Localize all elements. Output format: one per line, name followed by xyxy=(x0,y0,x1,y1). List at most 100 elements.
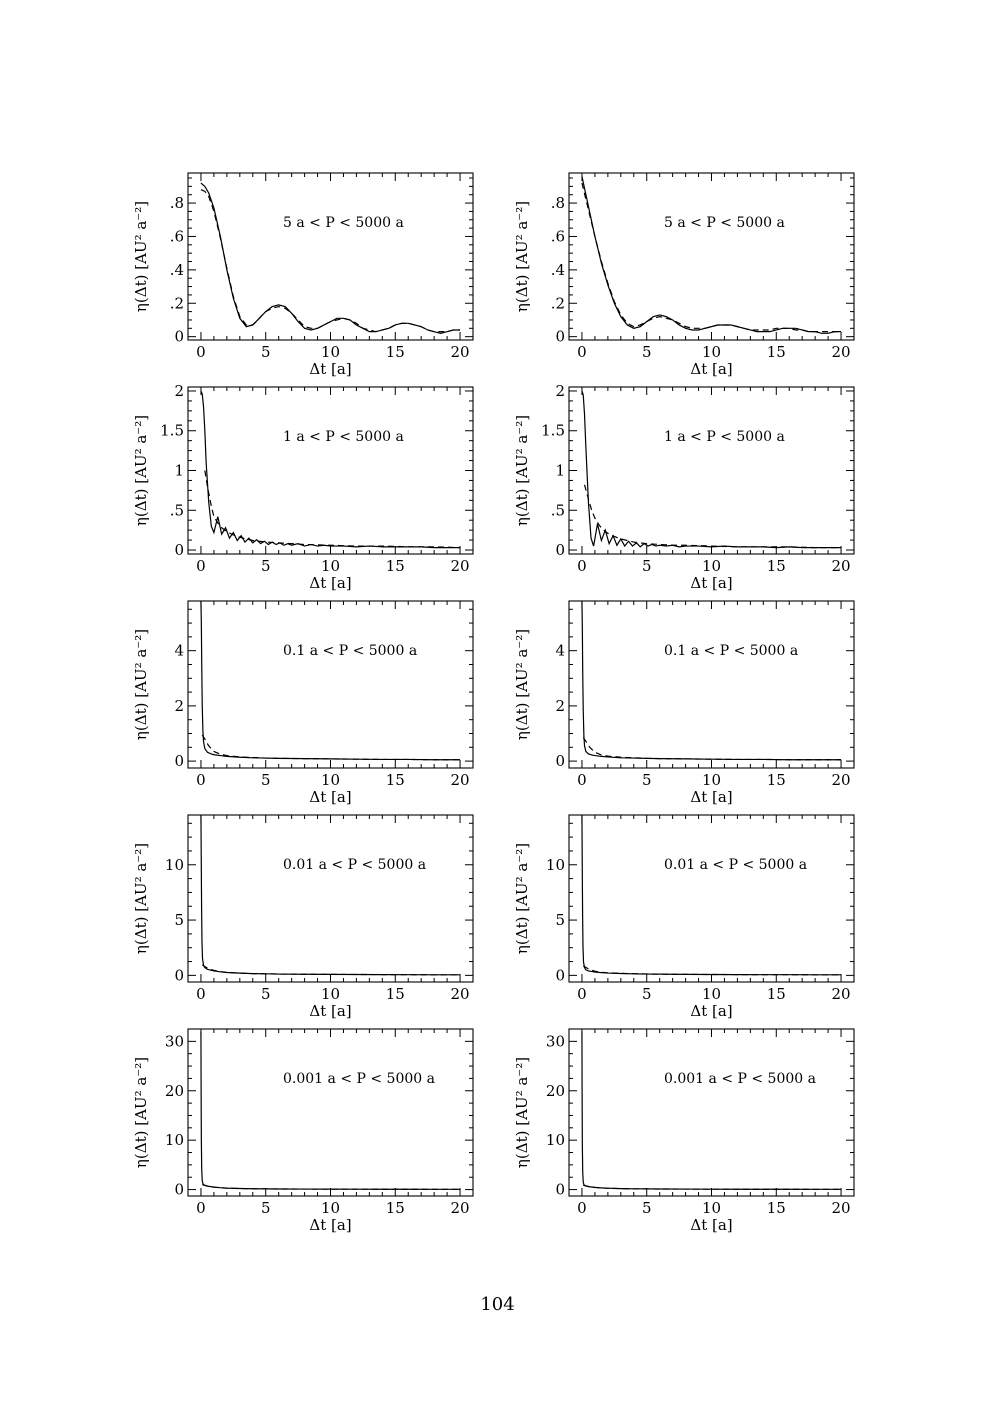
page-number: 104 xyxy=(480,1294,515,1315)
x-tick-label: 15 xyxy=(767,1199,786,1217)
x-axis-label: Δt [a] xyxy=(690,1002,732,1020)
y-tick-label: 10 xyxy=(546,1131,565,1149)
x-tick-label: 0 xyxy=(577,557,587,575)
x-tick-label: 10 xyxy=(702,1199,721,1217)
y-tick-label: 1.5 xyxy=(541,422,565,440)
x-tick-label: 15 xyxy=(386,1199,405,1217)
x-tick-label: 0 xyxy=(196,771,206,789)
y-tick-label: 0 xyxy=(555,752,565,770)
y-tick-label: 1 xyxy=(555,462,565,480)
x-tick-label: 0 xyxy=(196,343,206,361)
y-tick-label: .8 xyxy=(551,194,565,212)
chart-panel: 0 5 10 15 20 0 2 4 Δt [a] η(Δt) [AU² a⁻²] 0.1 a < … xyxy=(132,600,474,806)
y-axis-label: η(Δt) [AU² a⁻²] xyxy=(132,415,150,526)
solid-series-line xyxy=(200,815,461,976)
y-tick-label: .2 xyxy=(551,294,565,312)
y-tick-label: .6 xyxy=(551,227,565,245)
y-tick-label: 30 xyxy=(165,1032,184,1050)
y-axis-label: η(Δt) [AU² a⁻²] xyxy=(132,201,150,312)
period-range-label: 0.001 a < P < 5000 a xyxy=(283,1071,435,1087)
x-tick-label: 10 xyxy=(321,1199,340,1217)
y-tick-label: 30 xyxy=(546,1032,565,1050)
solid-series-line xyxy=(581,815,842,976)
plot-frame xyxy=(187,386,474,555)
dashed-series-line xyxy=(581,182,842,333)
x-tick-label: 10 xyxy=(702,557,721,575)
x-tick-label: 5 xyxy=(642,343,652,361)
y-axis-label: η(Δt) [AU² a⁻²] xyxy=(513,843,531,954)
y-tick-label: 1 xyxy=(174,462,184,480)
solid-series-line xyxy=(581,601,842,761)
y-tick-label: 10 xyxy=(546,856,565,874)
x-tick-label: 5 xyxy=(261,1199,271,1217)
y-tick-label: .2 xyxy=(170,294,184,312)
x-tick-label: 10 xyxy=(321,557,340,575)
y-tick-label: 10 xyxy=(165,856,184,874)
x-tick-label: 10 xyxy=(321,771,340,789)
x-tick-label: 15 xyxy=(386,343,405,361)
period-range-label: 1 a < P < 5000 a xyxy=(283,429,404,445)
x-tick-label: 0 xyxy=(196,557,206,575)
dashed-series-line xyxy=(204,470,461,549)
x-tick-label: 5 xyxy=(642,557,652,575)
y-tick-label: 10 xyxy=(165,1131,184,1149)
y-tick-label: 2 xyxy=(174,382,184,400)
plot-frame xyxy=(187,1028,474,1197)
plot-frame xyxy=(187,814,474,983)
period-range-label: 5 a < P < 5000 a xyxy=(283,215,404,231)
dashed-series-line xyxy=(582,737,842,761)
period-range-label: 0.01 a < P < 5000 a xyxy=(283,857,426,873)
x-tick-label: 20 xyxy=(450,343,469,361)
period-range-label: 5 a < P < 5000 a xyxy=(664,215,785,231)
x-tick-label: 0 xyxy=(577,343,587,361)
x-tick-label: 10 xyxy=(702,343,721,361)
x-tick-label: 20 xyxy=(831,771,850,789)
y-tick-label: 0 xyxy=(174,1181,184,1199)
y-axis-label: η(Δt) [AU² a⁻²] xyxy=(513,1057,531,1168)
y-tick-label: 20 xyxy=(165,1082,184,1100)
y-axis-label: η(Δt) [AU² a⁻²] xyxy=(513,415,531,526)
plot-frame xyxy=(187,172,474,341)
x-axis-label: Δt [a] xyxy=(309,574,351,592)
x-tick-label: 5 xyxy=(261,985,271,1003)
period-range-label: 0.01 a < P < 5000 a xyxy=(664,857,807,873)
y-tick-label: .4 xyxy=(551,261,565,279)
x-tick-label: 10 xyxy=(321,343,340,361)
y-tick-label: 0 xyxy=(174,752,184,770)
dashed-series-line xyxy=(583,484,842,549)
y-axis-label: η(Δt) [AU² a⁻²] xyxy=(513,201,531,312)
x-tick-label: 0 xyxy=(577,1199,587,1217)
y-tick-label: .5 xyxy=(551,501,565,519)
y-tick-label: 5 xyxy=(555,911,565,929)
y-tick-label: .6 xyxy=(170,227,184,245)
x-tick-label: 5 xyxy=(642,1199,652,1217)
solid-series-line xyxy=(581,176,842,334)
x-tick-label: 10 xyxy=(702,771,721,789)
x-tick-label: 15 xyxy=(767,343,786,361)
solid-series-line xyxy=(581,390,842,549)
x-tick-label: 10 xyxy=(321,985,340,1003)
solid-series-line xyxy=(581,1031,842,1190)
chart-panel: 0 5 10 15 20 0 .2 .4 .6 .8 Δt [a] η(Δt) [AU² a⁻²] 5 … xyxy=(132,172,474,378)
x-tick-label: 0 xyxy=(196,1199,206,1217)
x-tick-label: 5 xyxy=(642,771,652,789)
solid-series-line xyxy=(200,601,461,761)
y-tick-label: 20 xyxy=(546,1082,565,1100)
x-tick-label: 5 xyxy=(642,985,652,1003)
x-tick-label: 0 xyxy=(577,771,587,789)
y-tick-label: 5 xyxy=(174,911,184,929)
plot-frame xyxy=(568,172,855,341)
y-tick-label: 0 xyxy=(174,328,184,346)
x-tick-label: 20 xyxy=(831,1199,850,1217)
chart-panel: 0 5 10 15 20 0 .5 1 1.5 2 Δt [a] η(Δt) [AU² a⁻²] 1 a… xyxy=(513,382,855,592)
x-tick-label: 15 xyxy=(386,771,405,789)
dashed-series-line xyxy=(582,965,842,976)
plot-frame xyxy=(568,600,855,769)
y-tick-label: 4 xyxy=(555,642,565,660)
x-tick-label: 5 xyxy=(261,771,271,789)
x-axis-label: Δt [a] xyxy=(690,1216,732,1234)
solid-series-line xyxy=(200,182,461,334)
y-axis-label: η(Δt) [AU² a⁻²] xyxy=(132,1057,150,1168)
